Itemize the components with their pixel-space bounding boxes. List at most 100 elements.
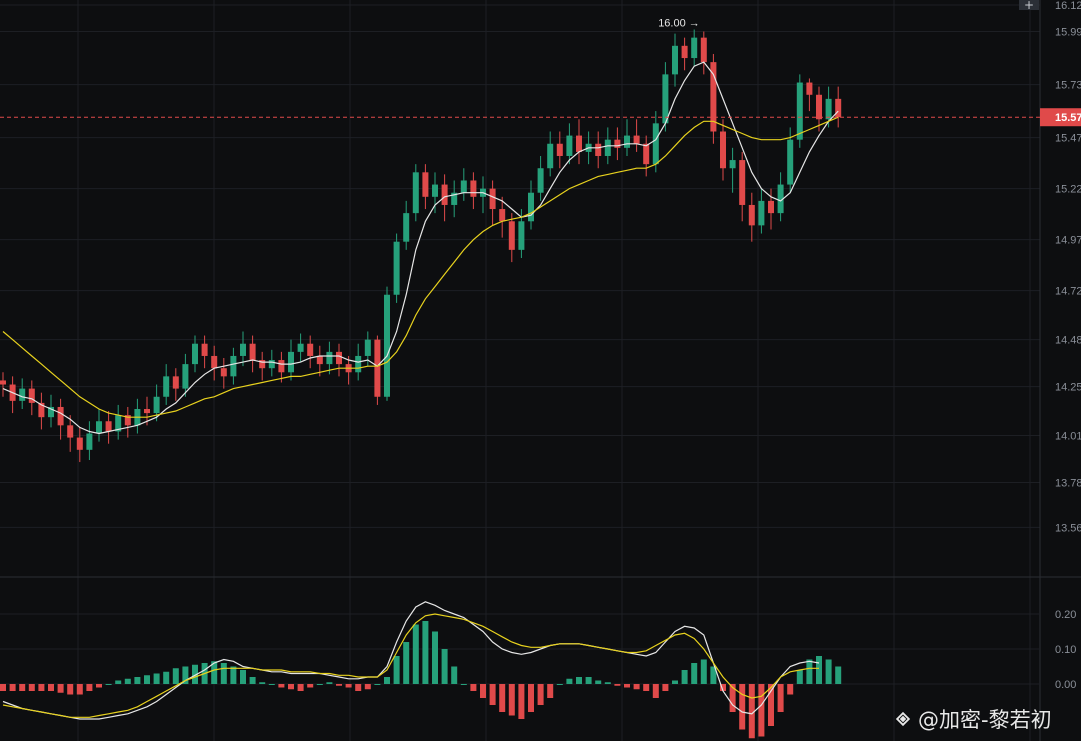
macd-histogram-bar <box>556 684 563 685</box>
macd-histogram-bar <box>76 684 83 695</box>
macd-histogram-bar <box>384 677 390 684</box>
macd-histogram-bar <box>624 684 630 688</box>
ma-slow-line <box>2 116 839 418</box>
candle-body <box>249 343 256 361</box>
candle-body <box>201 343 208 356</box>
macd-histogram-bar <box>518 684 525 719</box>
macd-histogram-bar <box>604 682 611 684</box>
candle-body <box>652 123 659 165</box>
add-indicator-button[interactable]: + <box>1019 0 1039 11</box>
candle-body <box>729 160 736 169</box>
macd-histogram-bar <box>307 684 314 688</box>
macd-histogram-bar <box>240 670 246 684</box>
macd-histogram-bar <box>403 642 410 684</box>
candle-body <box>86 433 93 450</box>
macd-histogram-bar <box>662 684 669 691</box>
candle-body <box>115 415 122 432</box>
candle-body <box>825 98 832 120</box>
candle-body <box>316 355 323 365</box>
candle-body <box>518 221 525 250</box>
macd-histogram-bar <box>374 684 381 685</box>
candle-body <box>508 221 515 250</box>
macd-histogram-bar <box>460 684 467 685</box>
macd-histogram-bar <box>67 684 74 695</box>
candle-body <box>153 396 160 414</box>
candle-body <box>758 200 765 226</box>
candle-body <box>662 74 669 124</box>
macd-histogram-bar <box>422 621 429 684</box>
macd-histogram-bar <box>288 684 294 690</box>
candle-body <box>739 160 746 205</box>
candle-body <box>124 415 131 426</box>
candle-body <box>777 184 784 214</box>
candle-body <box>566 135 573 156</box>
candle-body <box>211 355 218 369</box>
macd-histogram-bar <box>28 684 35 691</box>
macd-histogram-bar <box>38 684 45 691</box>
candle-body <box>499 209 506 222</box>
macd-histogram-bar <box>48 684 54 691</box>
macd-histogram-bar <box>691 663 698 684</box>
macd-histogram-bar <box>585 677 592 684</box>
macd-histogram-bar <box>748 684 755 739</box>
macd-histogram-bar <box>633 684 640 690</box>
macd-dea-line <box>2 613 819 718</box>
macd-histogram-bar <box>153 673 160 684</box>
candle-body <box>787 139 794 185</box>
macd-histogram-bar <box>115 680 122 684</box>
macd-histogram-bar <box>0 684 6 691</box>
macd-histogram-bar <box>816 656 822 684</box>
macd-tick-label: 0.00 <box>1055 679 1076 691</box>
price-tick-label: 14.72 <box>1055 286 1081 298</box>
macd-histogram-bar <box>297 684 304 691</box>
candle-body <box>393 241 400 295</box>
price-tick-label: 14.48 <box>1055 335 1081 347</box>
price-tick-label: 14.25 <box>1055 382 1081 394</box>
macd-histogram-bar <box>230 666 237 684</box>
candle-body <box>297 343 304 352</box>
candle-body <box>172 376 179 389</box>
macd-histogram-bar <box>259 682 266 684</box>
candle-body <box>470 180 477 197</box>
macd-histogram-bar <box>96 684 102 688</box>
candle-body <box>163 376 170 397</box>
macd-histogram-bar <box>710 666 717 684</box>
macd-histogram-bar <box>220 663 227 684</box>
macd-histogram-bar <box>9 684 16 691</box>
candle-body <box>643 143 650 165</box>
candle-body <box>633 135 640 144</box>
macd-histogram-bar <box>182 666 189 684</box>
candle-body <box>710 62 717 132</box>
macd-histogram-bar <box>86 684 93 691</box>
candle-body <box>576 135 582 152</box>
watermark: @加密-黎若初 <box>892 704 1052 734</box>
candle-body <box>614 139 621 148</box>
candle-body <box>806 82 813 95</box>
candle-body <box>412 172 419 214</box>
macd-histogram-bar <box>355 684 362 691</box>
candle-body <box>835 98 842 118</box>
candle-body <box>192 343 198 365</box>
macd-histogram-bar <box>412 624 419 684</box>
macd-histogram-bar <box>729 684 736 712</box>
macd-histogram-bar <box>768 684 774 726</box>
macd-tick-label: 0.20 <box>1055 609 1076 621</box>
macd-histogram-bar <box>739 684 746 730</box>
binance-logo-icon <box>895 711 911 727</box>
macd-histogram-bar <box>393 656 400 684</box>
macd-histogram-bar <box>576 677 582 684</box>
macd-histogram-bar <box>134 677 141 684</box>
macd-histogram-bar <box>566 678 573 684</box>
candle-body <box>355 355 362 373</box>
candle-body <box>326 351 333 365</box>
macd-histogram-bar <box>528 684 534 712</box>
price-tick-label: 13.78 <box>1055 477 1081 489</box>
macd-histogram-bar <box>700 659 707 684</box>
candle-body <box>547 143 554 169</box>
candle-body <box>96 421 102 434</box>
ma-fast-line <box>2 61 839 435</box>
price-tick-label: 14.97 <box>1055 235 1081 247</box>
macd-histogram-bar <box>796 670 803 684</box>
